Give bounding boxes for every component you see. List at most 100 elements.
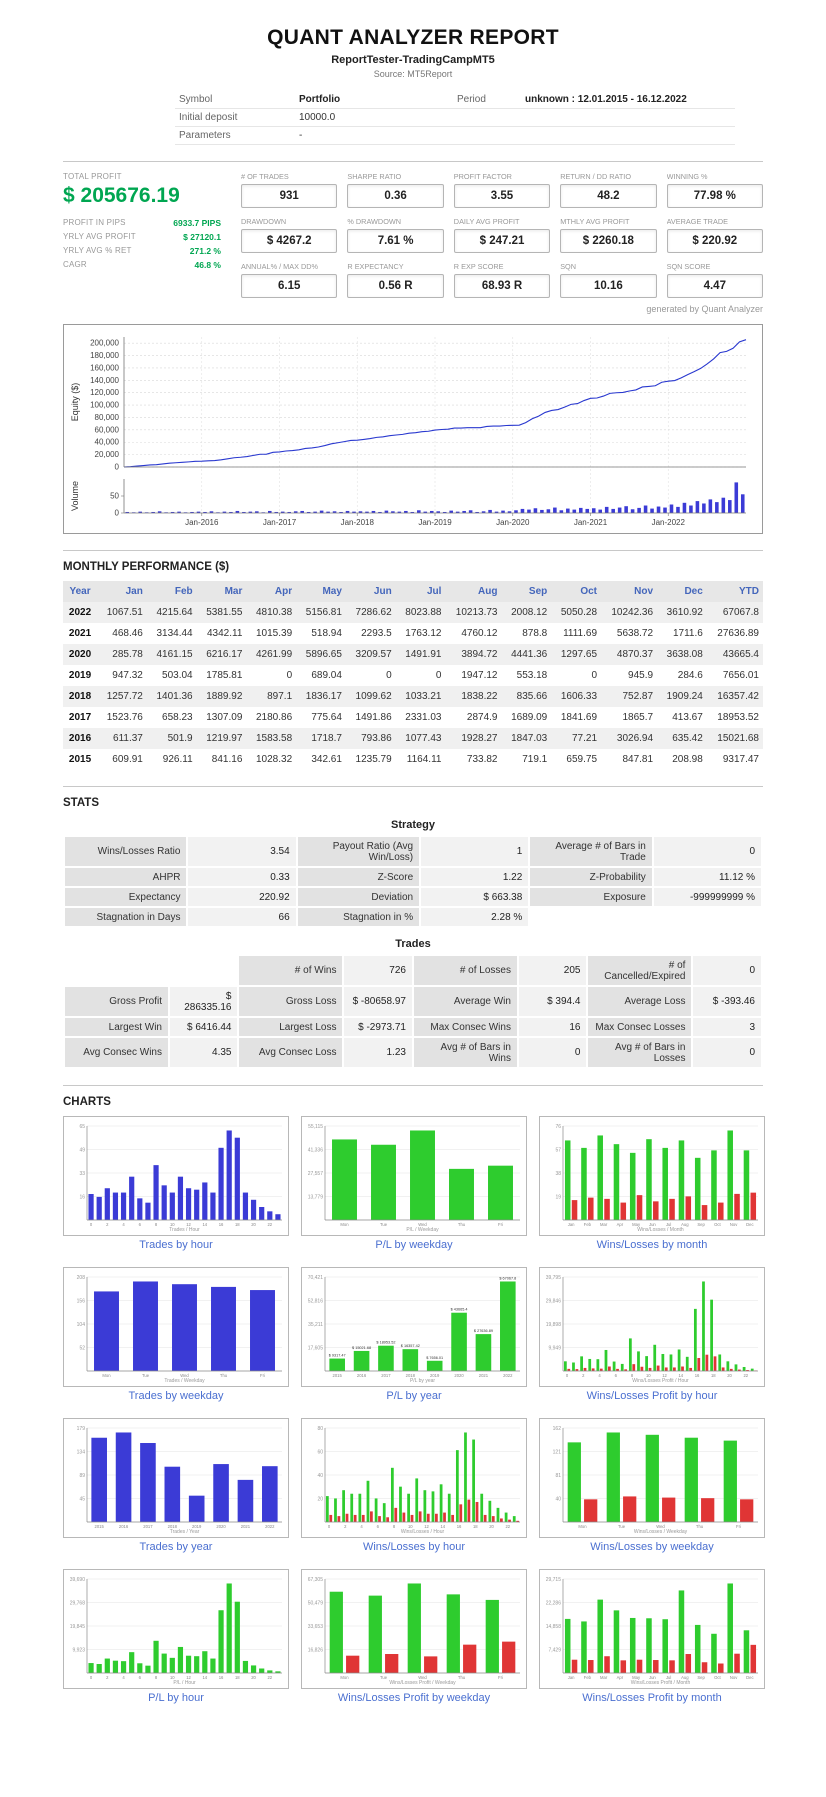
value-cell: 0 <box>591 670 598 681</box>
svg-text:20: 20 <box>317 1496 323 1502</box>
chart-caption[interactable]: Wins/Losses by weekday <box>590 1541 714 1553</box>
kpi-value: 77.98 % <box>666 184 763 208</box>
kpi-sqn: SQN 10.16 <box>560 262 657 298</box>
value-cell: 413.67 <box>672 712 703 723</box>
svg-text:22: 22 <box>267 1222 272 1227</box>
stat-label: Deviation <box>297 888 420 906</box>
svg-text:Mon: Mon <box>578 1524 587 1529</box>
value-cell: 1015.39 <box>256 628 293 639</box>
value-cell: 1928.27 <box>461 733 498 744</box>
year-cell: 2020 <box>68 649 92 660</box>
stat-value: 3.54 <box>188 837 296 866</box>
kpi-pct-drawdown: % DRAWDOWN 7.61 % <box>347 217 444 253</box>
chart-caption[interactable]: Trades by hour <box>139 1239 213 1251</box>
stat-label: Z-Probability <box>530 868 652 886</box>
chart-caption[interactable]: Wins/Losses by hour <box>362 1541 466 1553</box>
svg-text:180,000: 180,000 <box>90 351 119 360</box>
value-cell: 1865.7 <box>622 712 654 723</box>
svg-text:0: 0 <box>115 509 120 518</box>
year-cell: 2017 <box>68 712 92 723</box>
svg-text:22: 22 <box>743 1373 748 1378</box>
summary-row-pips: PROFIT IN PIPS 6933.7 PIPS <box>63 218 221 228</box>
svg-text:65: 65 <box>79 1124 85 1130</box>
svg-text:0: 0 <box>90 1675 93 1680</box>
summary-value: 271.2 % <box>189 246 221 256</box>
value-cell: 1947.12 <box>461 670 498 681</box>
value-cell: 342.61 <box>311 754 342 765</box>
svg-text:Tue: Tue <box>380 1222 388 1227</box>
value-cell: 926.11 <box>162 754 193 765</box>
svg-text:27,557: 27,557 <box>308 1171 324 1177</box>
svg-text:2: 2 <box>582 1373 585 1378</box>
chart-caption[interactable]: P/L by weekday <box>375 1239 453 1251</box>
kpi-label: SQN <box>560 262 576 271</box>
value-cell: 284.6 <box>677 670 703 681</box>
kpi-value: 931 <box>241 184 338 208</box>
chart-trades-by-weekday: 52 104 156 208 Mon Tue Wed Thu Fri Trades / Weekd… <box>63 1267 289 1402</box>
svg-text:16,826: 16,826 <box>308 1647 324 1653</box>
svg-text:22,286: 22,286 <box>546 1600 562 1606</box>
chart-caption[interactable]: Trades by year <box>139 1541 213 1553</box>
svg-text:Jun: Jun <box>649 1222 656 1227</box>
chart-caption[interactable]: Wins/Losses by month <box>596 1239 708 1251</box>
summary-label: YRLY AVG % RET <box>63 246 132 255</box>
monthly-row-2017: 2017 1523.76 658.23 1307.09 2180.86 775.64 149… <box>63 707 763 728</box>
svg-text:38: 38 <box>555 1171 561 1177</box>
chart-trades-by-hour: 16 33 49 65 0 2 4 6 8 10 12 14 16 18 20 22 Trades / Hour… <box>63 1116 289 1251</box>
strategy-row: Stagnation in Days 66 Stagnation in % 2.28 … <box>65 908 761 926</box>
value-cell: 1689.09 <box>511 712 548 723</box>
stat-value: 0 <box>518 1038 587 1067</box>
svg-text:Jan-2021: Jan-2021 <box>574 518 608 527</box>
strategy-row: AHPR 0.33 Z-Score 1.22 Z-Probability 11.12 % <box>65 868 761 886</box>
chart-caption[interactable]: Trades by weekday <box>128 1390 224 1402</box>
report-info-table: Symbol Portfolio Period unknown : 12.01.… <box>175 91 735 145</box>
svg-text:18: 18 <box>235 1675 240 1680</box>
stat-value: 205 <box>518 956 587 985</box>
chart-grid: 16 33 49 65 0 2 4 6 8 10 12 14 16 18 20 22 Trades / Hour… <box>63 1116 765 1704</box>
chart-caption[interactable]: P/L by year <box>386 1390 442 1402</box>
svg-text:29,846: 29,846 <box>546 1298 562 1304</box>
svg-text:0: 0 <box>566 1373 569 1378</box>
svg-text:Jan-2019: Jan-2019 <box>418 518 452 527</box>
monthly-performance-table: Year Jan Feb Mar Apr May Jun Jul Aug Sep Oct Nov Dec… <box>63 581 763 770</box>
value-cell: 43665.4 <box>722 649 759 660</box>
stat-label: # of Cancelled/Expired <box>588 956 692 985</box>
kpi-sqn-score: SQN SCORE 4.47 <box>666 262 763 298</box>
summary-value: 6933.7 PIPS <box>173 218 221 228</box>
stat-label: Average Loss <box>588 987 692 1016</box>
trades-table: # of Wins 726 # of Losses 205 # of Cancelled… <box>63 954 763 1069</box>
chart-caption[interactable]: Wins/Losses Profit by month <box>582 1692 722 1704</box>
monthly-col-header: YTD <box>706 581 763 602</box>
mini-chart-plot: 17,605 35,211 52,816 70,421 $ 9317.47 2015 $ 1… <box>301 1267 527 1387</box>
total-profit-block: TOTAL PROFIT $ 205676.19 PROFIT IN PIPS … <box>63 172 221 298</box>
svg-text:Aug: Aug <box>681 1675 689 1680</box>
chart-pl-by-hour: 9,923 19,845 29,768 39,690 0 2 4 6 8 10 12 14 16 18 20… <box>63 1569 289 1704</box>
chart-caption[interactable]: Wins/Losses Profit by weekday <box>337 1692 491 1704</box>
kpi-average-trade: AVERAGE TRADE $ 220.92 <box>666 217 763 253</box>
svg-text:2022: 2022 <box>503 1373 513 1378</box>
svg-text:22: 22 <box>267 1675 272 1680</box>
svg-text:60: 60 <box>317 1449 323 1455</box>
svg-text:Wins/Losses / Hour: Wins/Losses / Hour <box>401 1529 445 1535</box>
kpi-annual-maxdd: ANNUAL% / MAX DD% 6.15 <box>241 262 338 298</box>
svg-text:2016: 2016 <box>357 1373 367 1378</box>
svg-text:80: 80 <box>317 1426 323 1432</box>
stat-label: # of Losses <box>413 956 517 985</box>
stat-value: 726 <box>344 956 412 985</box>
value-cell: 1111.69 <box>563 628 598 639</box>
chart-caption[interactable]: P/L by hour <box>148 1692 204 1704</box>
svg-text:Jan: Jan <box>568 1222 575 1227</box>
kpi-label: DAILY AVG PROFIT <box>453 217 520 226</box>
trades-row: Largest Win $ 6416.44 Largest Loss $ -2973.… <box>65 1018 761 1036</box>
value-cell: 1606.33 <box>560 691 598 702</box>
value-cell: 3209.57 <box>355 649 392 660</box>
kpi-value: 4.47 <box>666 274 763 298</box>
value-cell: 1164.11 <box>406 754 442 765</box>
svg-text:6: 6 <box>377 1524 380 1529</box>
value-cell: 847.81 <box>622 754 654 765</box>
period-value: unknown : 12.01.2015 - 16.12.2022 <box>521 91 735 109</box>
kpi-value: 7.61 % <box>347 229 444 253</box>
kpi-label: WINNING % <box>666 172 708 181</box>
chart-caption[interactable]: Wins/Losses Profit by hour <box>586 1390 718 1402</box>
stats-title: STATS <box>63 797 99 809</box>
